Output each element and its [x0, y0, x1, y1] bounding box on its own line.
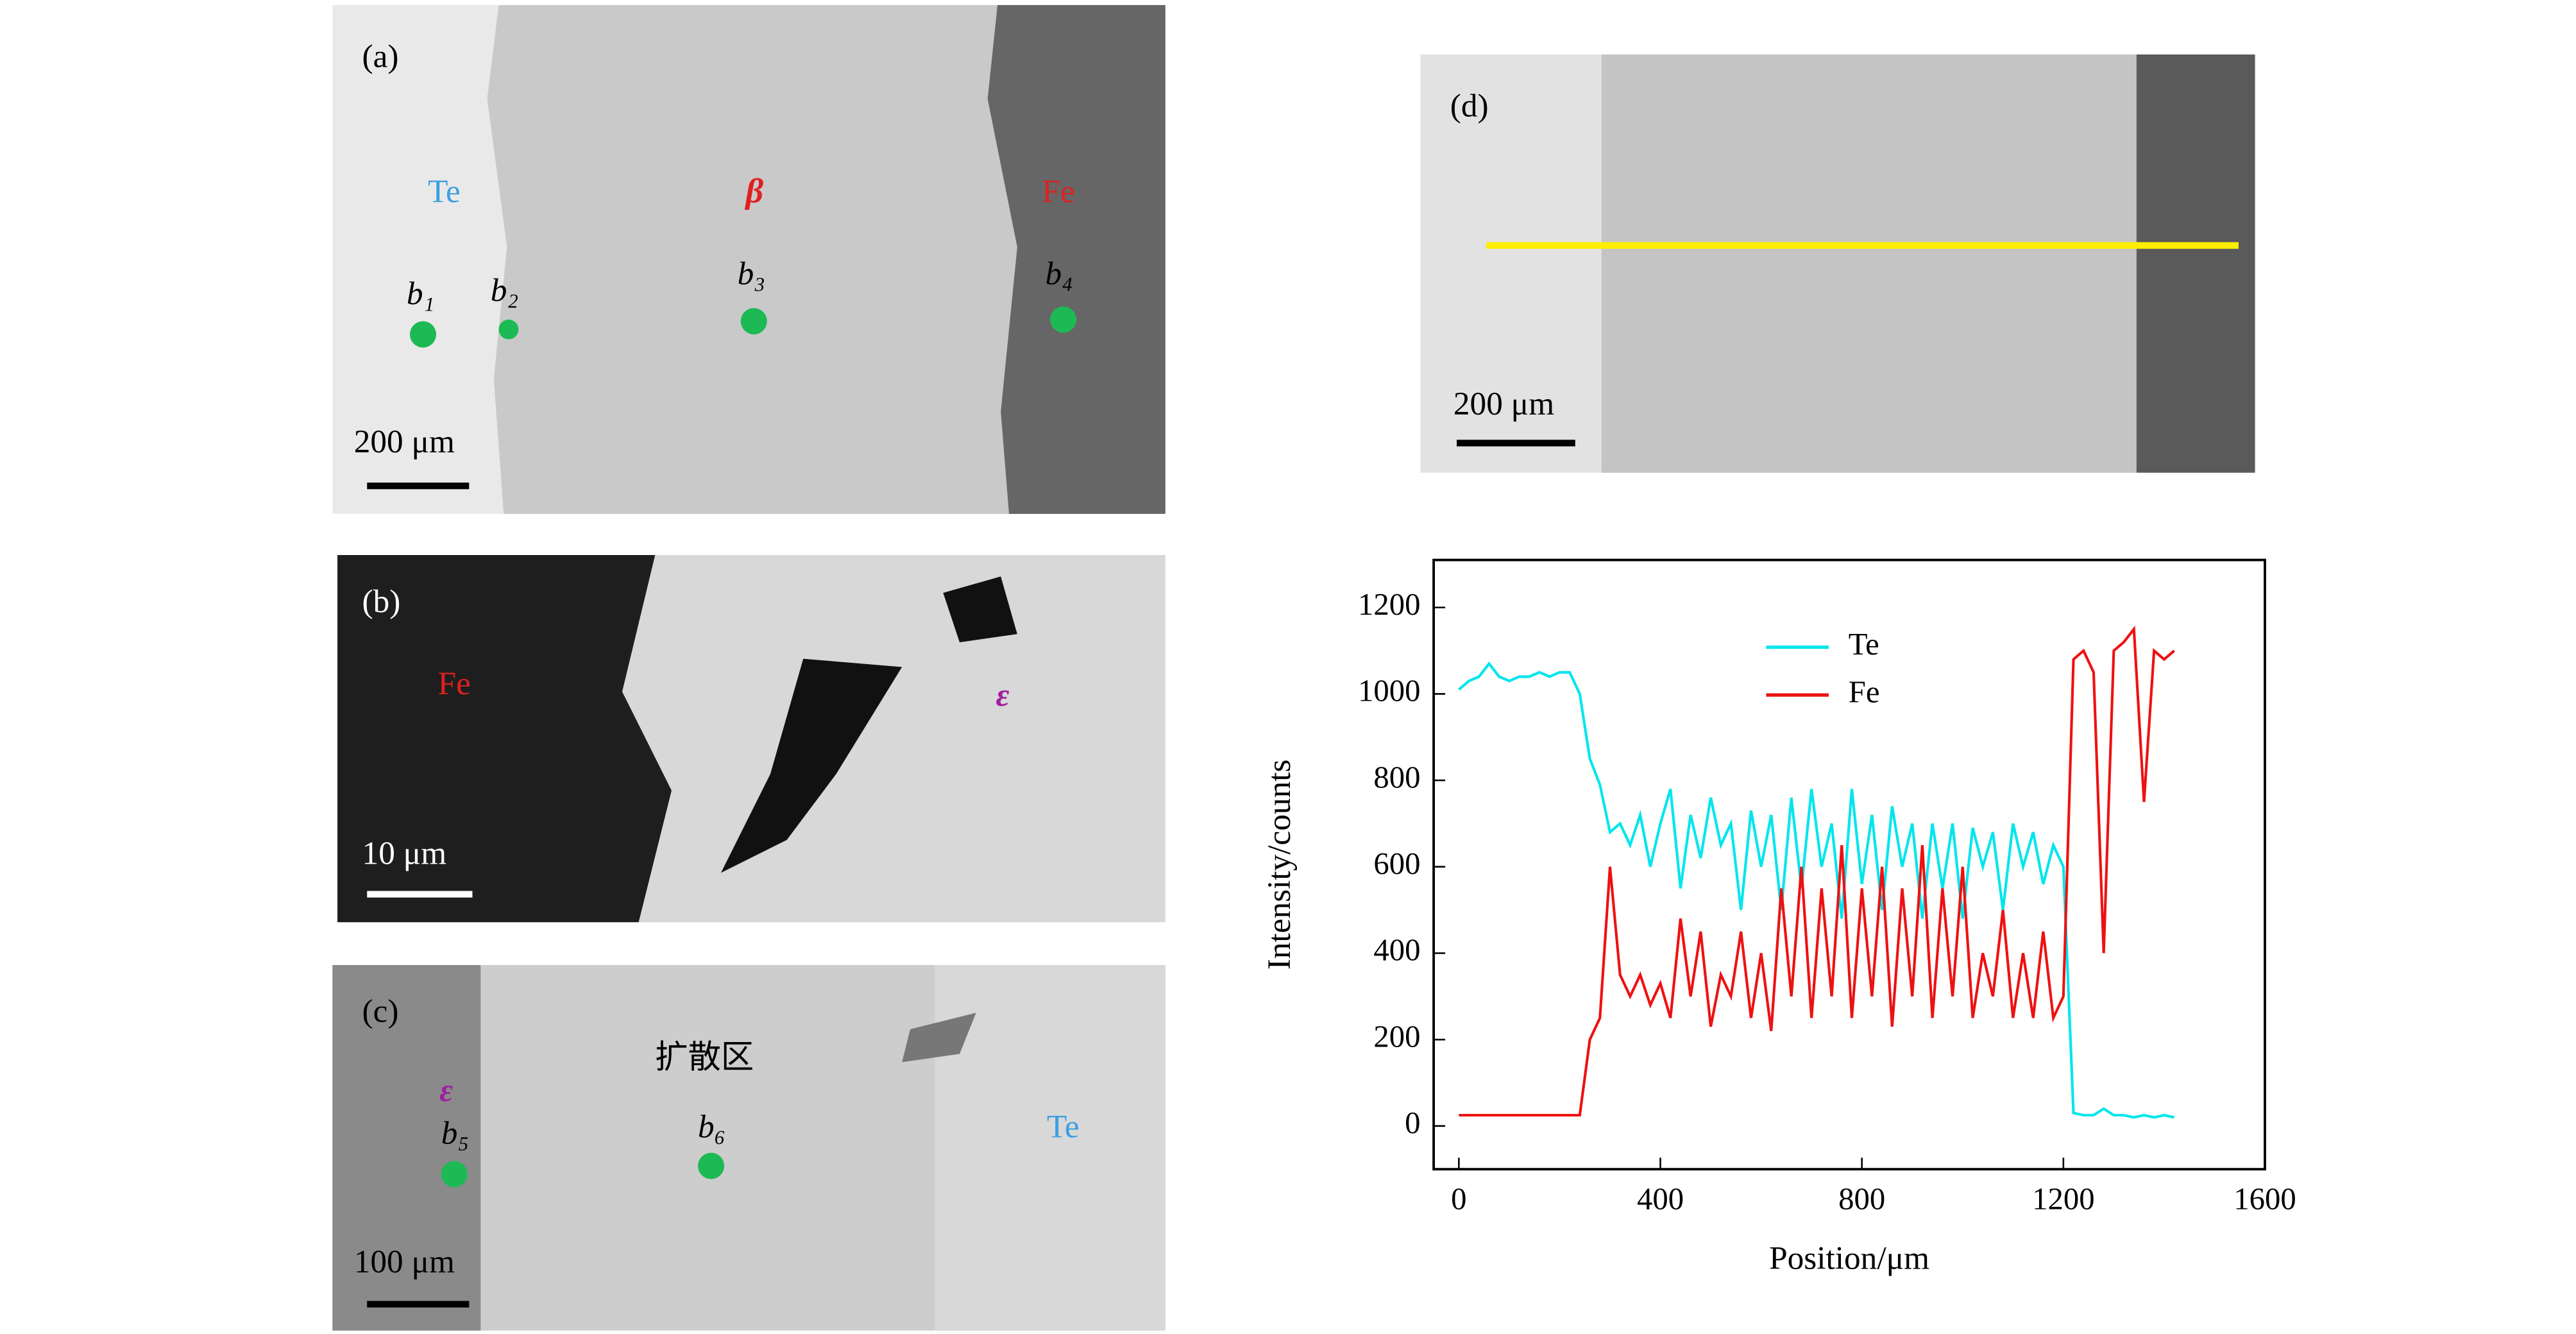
- label: b₁: [407, 275, 435, 312]
- y-tick-label: 1000: [1358, 674, 1421, 708]
- label: 200 μm: [1453, 386, 1554, 422]
- label: Te: [1047, 1108, 1080, 1145]
- label: (a): [362, 38, 399, 74]
- label: 100 μm: [354, 1244, 455, 1280]
- micrograph-a: [332, 4, 1165, 514]
- label: 200 μm: [354, 423, 455, 460]
- micrograph-c: [332, 964, 1165, 1331]
- label: (c): [362, 993, 399, 1030]
- label: β: [744, 171, 763, 210]
- x-tick-label: 1200: [2032, 1182, 2095, 1217]
- y-tick-label: 1200: [1358, 587, 1421, 622]
- x-axis-label: Position/μm: [1769, 1240, 1929, 1277]
- label: b₆: [698, 1108, 726, 1145]
- label: Fe: [1042, 173, 1074, 210]
- micrograph-b: [337, 555, 1165, 923]
- label: ε: [439, 1072, 453, 1109]
- y-tick-label: 400: [1373, 933, 1420, 968]
- label: b₃: [738, 255, 766, 292]
- label: Fe: [438, 665, 471, 702]
- x-tick-label: 1600: [2233, 1182, 2296, 1217]
- x-tick-label: 800: [1838, 1182, 1885, 1217]
- series-line: [1458, 661, 2175, 1119]
- label: 10 μm: [362, 835, 447, 871]
- legend-label: Fe: [1849, 674, 1880, 709]
- x-tick-label: 0: [1451, 1182, 1466, 1217]
- plot-frame: [1432, 558, 2266, 1171]
- label: (b): [362, 583, 401, 620]
- label: 扩散区: [655, 1039, 754, 1076]
- y-axis-label: Intensity/counts: [1261, 760, 1298, 970]
- y-tick-label: 0: [1405, 1106, 1420, 1140]
- y-tick-label: 200: [1373, 1019, 1420, 1054]
- label: Te: [428, 173, 461, 210]
- y-tick-label: 800: [1373, 760, 1420, 794]
- label: ε: [996, 677, 1010, 714]
- label: (d): [1450, 87, 1489, 124]
- micrograph-d: [1420, 54, 2255, 473]
- series-line: [1459, 625, 2175, 1117]
- y-tick-label: 600: [1373, 846, 1420, 881]
- label: b₂: [491, 272, 519, 309]
- label: b₅: [441, 1115, 470, 1152]
- x-tick-label: 400: [1637, 1182, 1684, 1217]
- legend-label: Te: [1849, 627, 1879, 662]
- label: b₄: [1045, 255, 1072, 292]
- line-chart: 0 400 800 1200 1600 0 200 400 600 800 1000 1200 Posi…: [1261, 558, 2296, 1277]
